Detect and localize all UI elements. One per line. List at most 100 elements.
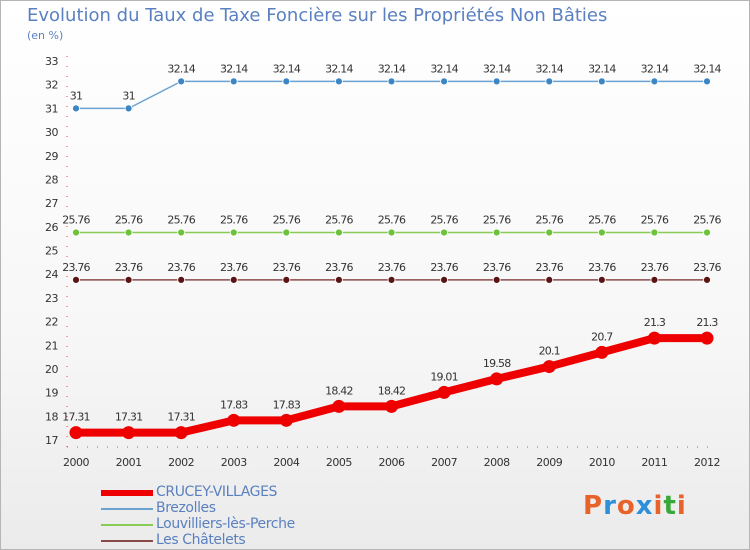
data-label: 25.76 [220, 213, 248, 226]
y-tick-label: 26 [45, 221, 58, 234]
logo-letter: i [676, 491, 687, 521]
data-label: 31 [122, 89, 134, 102]
y-tick-label: 24 [45, 268, 58, 281]
data-label: 32.14 [588, 62, 616, 75]
y-tick-label: 23 [45, 292, 58, 305]
data-label: 25.76 [273, 213, 301, 226]
y-tick-label: 32 [45, 79, 58, 92]
data-point [490, 372, 504, 386]
y-tick-label: 27 [45, 197, 58, 210]
x-tick-label: 2006 [379, 456, 405, 469]
data-label: 32.14 [325, 62, 353, 75]
data-point [385, 399, 398, 413]
data-point [72, 275, 80, 284]
data-label: 25.76 [325, 213, 353, 226]
data-label: 32.14 [167, 62, 195, 75]
y-tick-label: 28 [45, 173, 58, 186]
data-label: 32.14 [693, 62, 721, 75]
data-label: 25.76 [536, 213, 564, 226]
data-label: 17.83 [273, 398, 301, 411]
data-label: 25.76 [588, 213, 616, 226]
data-point [650, 228, 659, 237]
x-tick-label: 2009 [536, 456, 562, 469]
y-tick-label: 17 [45, 434, 58, 447]
data-label: 32.14 [378, 62, 406, 75]
data-point [124, 275, 133, 284]
data-label: 25.76 [483, 213, 511, 226]
data-point [595, 345, 609, 359]
data-label: 17.83 [220, 398, 248, 411]
data-point [700, 331, 714, 345]
data-point [72, 228, 80, 237]
data-label: 19.01 [430, 370, 458, 383]
data-label: 25.76 [167, 213, 195, 226]
data-label: 32.14 [273, 62, 301, 75]
data-point [282, 228, 291, 237]
data-label: 23.76 [62, 261, 90, 274]
legend-label: Louvilliers-lès-Perche [156, 516, 295, 532]
data-label: 32.14 [483, 62, 511, 75]
data-point [703, 275, 711, 284]
data-label: 23.76 [536, 261, 564, 274]
y-tick-label: 33 [45, 55, 58, 68]
data-point [335, 77, 343, 86]
data-label: 32.14 [220, 62, 248, 75]
data-point [437, 385, 451, 399]
y-tick-label: 29 [45, 150, 58, 163]
data-label: 18.42 [378, 384, 406, 397]
data-point [650, 275, 659, 284]
y-tick-label: 30 [45, 126, 58, 139]
x-tick-label: 2010 [589, 456, 615, 469]
axes: 17 18 19 20 21 22 23 24 25 26 27 28 29 30 31 32 33 2000 20… [45, 55, 721, 469]
data-label: 20.7 [591, 330, 613, 343]
data-point [545, 77, 554, 86]
data-point [440, 228, 448, 237]
x-tick-label: 2002 [168, 456, 194, 469]
y-tick-label: 19 [45, 387, 58, 400]
x-tick-label: 2005 [326, 456, 352, 469]
data-point [72, 104, 80, 113]
data-label: 23.76 [378, 261, 406, 274]
logo-letter: r [603, 491, 617, 521]
data-label: 21.3 [696, 316, 718, 329]
legend-label: CRUCEY-VILLAGES [156, 484, 278, 500]
legend-label: Les Châtelets [156, 532, 246, 548]
legend-swatch [101, 490, 153, 496]
data-point [597, 228, 606, 237]
x-tick-label: 2011 [641, 456, 667, 469]
data-label: 17.31 [62, 411, 90, 424]
data-point [229, 228, 238, 237]
data-label: 17.31 [115, 411, 143, 424]
y-tick-label: 20 [45, 363, 58, 376]
data-point [542, 360, 556, 374]
data-label: 23.76 [325, 261, 353, 274]
proxiti-logo: Proxiti [583, 491, 687, 521]
data-label: 25.76 [378, 213, 406, 226]
series-les-ch-telets: 23.76 23.76 23.76 23.76 23.76 23.76 23.76 23.76… [62, 261, 722, 284]
data-label: 23.76 [641, 261, 669, 274]
data-label: 23.76 [693, 261, 721, 274]
data-label: 32.14 [430, 62, 458, 75]
series-line [76, 80, 707, 110]
logo-letter: t [663, 491, 677, 521]
data-point [492, 77, 501, 86]
legend-swatch [101, 508, 153, 510]
data-point [177, 228, 186, 237]
data-label: 23.76 [115, 261, 143, 274]
data-point [279, 413, 293, 427]
data-label: 25.76 [430, 213, 458, 226]
data-label: 23.76 [273, 261, 301, 274]
data-point [440, 77, 448, 86]
logo-letter: i [653, 491, 664, 521]
data-label: 19.58 [483, 357, 511, 370]
data-point [545, 275, 554, 284]
y-tick-label: 18 [45, 410, 58, 423]
data-label: 18.42 [325, 384, 353, 397]
data-point [597, 275, 606, 284]
data-point [122, 426, 136, 440]
x-tick-label: 2008 [484, 456, 510, 469]
data-point [335, 228, 343, 237]
data-point [69, 426, 83, 440]
